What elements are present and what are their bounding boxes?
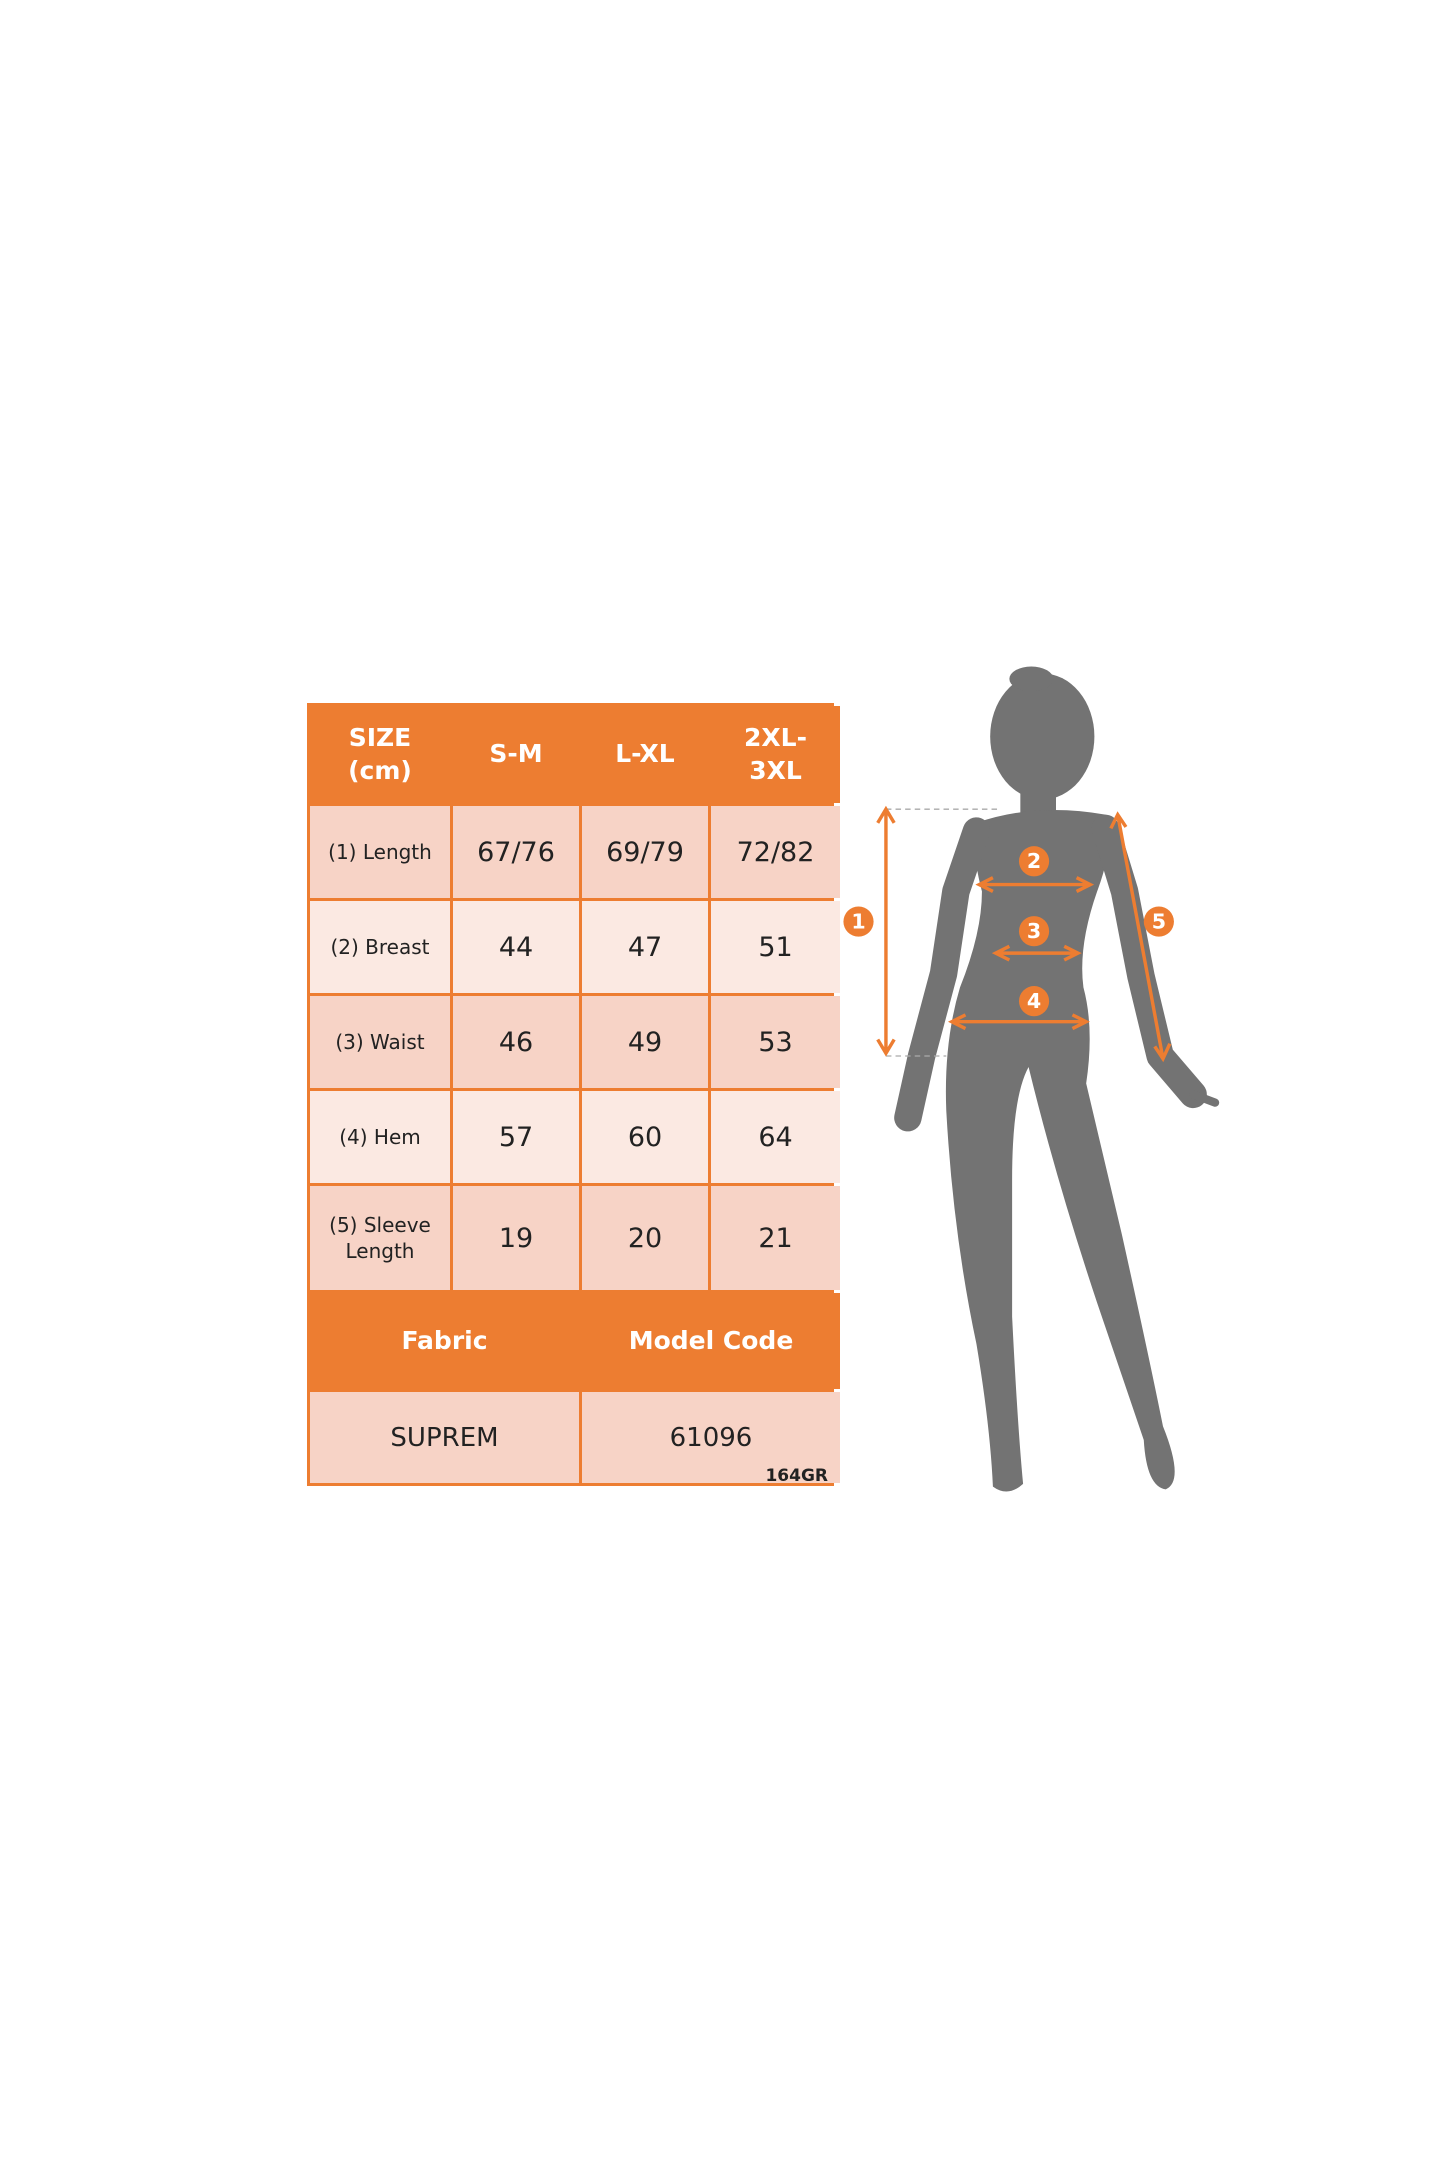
table-cell: 53 [711, 996, 840, 1088]
table-cell: 20 [582, 1186, 708, 1290]
table-cell: 64 [711, 1091, 840, 1183]
silhouette [945, 666, 1175, 1492]
table-cell: 57 [453, 1091, 579, 1183]
product-code: 164GR [765, 1466, 828, 1486]
marker-4: 4 [1027, 989, 1041, 1013]
silhouette-head [990, 673, 1095, 800]
table-cell: 21 [711, 1186, 840, 1290]
row-label: (5) Sleeve Length [310, 1186, 450, 1290]
arrow-length [876, 805, 896, 1057]
header-size: SIZE (cm) [310, 706, 450, 803]
marker-5-circle [1143, 906, 1174, 937]
silhouette-left-arm [894, 817, 991, 1132]
marker-3-circle [1018, 916, 1050, 947]
fabric-value: SUPREM [310, 1392, 579, 1483]
marker-1: 1 [851, 909, 865, 933]
marker-2: 2 [1027, 849, 1041, 873]
arrow-sleeve [1109, 811, 1172, 1063]
header-2xl-3xl: 2XL- 3XL [711, 706, 840, 803]
marker-4-circle [1018, 986, 1050, 1017]
arrow-waist [991, 944, 1082, 962]
header-text: SIZE (cm) [348, 723, 412, 785]
measurement-markers: 1 2 3 4 5 [843, 846, 1174, 1017]
table-cell: 44 [453, 901, 579, 993]
table-cell: 69/79 [582, 806, 708, 898]
measurement-arrows [876, 805, 1172, 1063]
table-cell: 47 [582, 901, 708, 993]
header-l-xl: L-XL [582, 706, 708, 803]
marker-3: 3 [1027, 919, 1041, 943]
table-cell: 72/82 [711, 806, 840, 898]
silhouette-hand [1189, 1090, 1220, 1107]
model-code-value: 61096 [582, 1392, 840, 1483]
table-cell: 51 [711, 901, 840, 993]
marker-5: 5 [1152, 909, 1166, 933]
arrow-hem [947, 1013, 1091, 1031]
silhouette-right-arm [1091, 814, 1207, 1109]
size-chart-table: SIZE (cm) S-M L-XL 2XL- 3XL (1) Length 6… [307, 703, 840, 1486]
marker-1-circle [843, 906, 874, 937]
table-cell: 49 [582, 996, 708, 1088]
header-text: 2XL- 3XL [744, 723, 807, 785]
row-label: (4) Hem [310, 1091, 450, 1183]
marker-2-circle [1018, 846, 1050, 877]
header-model-code: Model Code [582, 1293, 840, 1389]
table-cell: 67/76 [453, 806, 579, 898]
table-cell: 19 [453, 1186, 579, 1290]
table-cell: 60 [582, 1091, 708, 1183]
row-label-text: (5) Sleeve Length [329, 1213, 431, 1263]
silhouette-arms [894, 814, 1220, 1132]
header-fabric: Fabric [310, 1293, 579, 1389]
row-label: (1) Length [310, 806, 450, 898]
table-cell: 46 [453, 996, 579, 1088]
silhouette-body [945, 810, 1175, 1492]
row-label: (3) Waist [310, 996, 450, 1088]
silhouette-hair-bun [1009, 666, 1054, 692]
row-label: (2) Breast [310, 901, 450, 993]
header-s-m: S-M [453, 706, 579, 803]
arrow-breast [975, 876, 1095, 893]
